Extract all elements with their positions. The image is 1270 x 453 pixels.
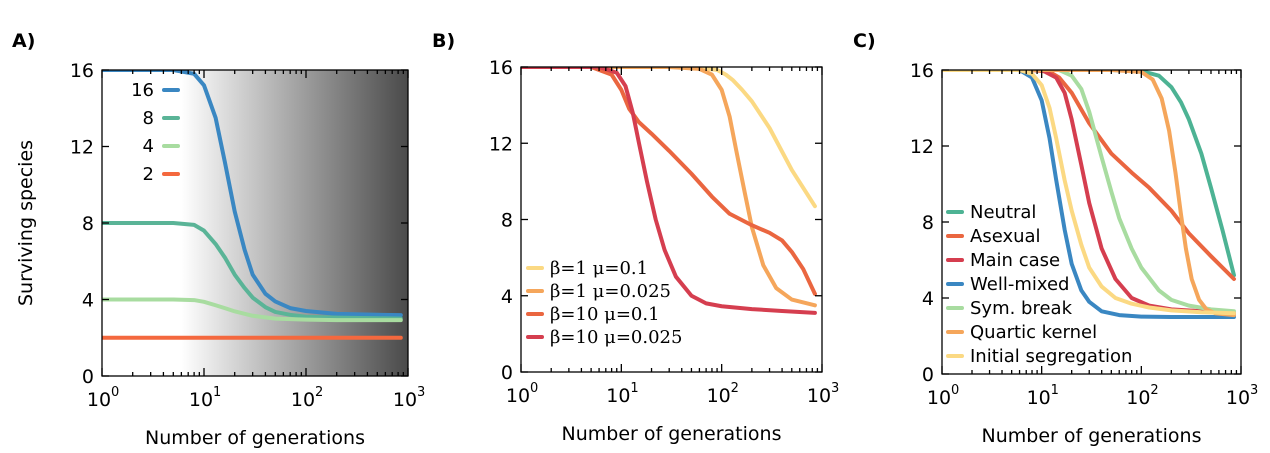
y-tick-label: 0 (922, 364, 934, 386)
x-tick-label: 10 (87, 389, 111, 411)
y-tick-label: 16 (70, 60, 94, 82)
background-gradient (181, 70, 408, 376)
legend-label: β=1 μ=0.1 (550, 258, 648, 279)
y-tick-label: 4 (501, 286, 513, 308)
y-tick-label: 4 (922, 288, 934, 310)
x-tick-label: 10 (707, 385, 731, 407)
x-tick-label: 10 (1027, 387, 1051, 409)
series-line-0 (102, 70, 403, 318)
x-axis-label: Number of generations (145, 427, 365, 449)
series-line-0 (521, 67, 817, 209)
y-tick-label: 8 (501, 210, 513, 232)
x-tick-exponent: 3 (831, 381, 839, 396)
series-line-6 (942, 70, 1236, 316)
x-tick-exponent: 0 (530, 381, 538, 396)
y-axis-label: Surviving species (15, 140, 37, 306)
series-line-2 (102, 297, 403, 323)
legend-label: Well-mixed (970, 274, 1069, 295)
panel-label: A) (12, 30, 35, 52)
panel-label: B) (432, 30, 455, 52)
y-tick-label: 12 (910, 136, 934, 158)
series-line-1 (942, 70, 1236, 281)
x-tick-exponent: 2 (315, 385, 323, 400)
legend-label: β=1 μ=0.025 (550, 281, 671, 302)
x-tick-label: 10 (1226, 387, 1250, 409)
legend: 16 8 4 2 (131, 80, 180, 185)
y-tick-label: 12 (489, 133, 513, 155)
x-axis-label: Number of generations (562, 423, 782, 445)
x-tick-label: 10 (606, 385, 630, 407)
legend: Neutral Asexual Main case Well-mixed Sym. br… (946, 202, 1132, 367)
x-tick-label: 10 (807, 385, 831, 407)
legend-label: 2 (143, 164, 154, 185)
y-tick-label: 8 (922, 212, 934, 234)
series-group (102, 70, 403, 340)
legend-label: Quartic kernel (970, 322, 1097, 343)
legend-label: β=10 μ=0.1 (550, 304, 660, 325)
y-tick-label: 4 (82, 290, 94, 312)
y-tick-label: 0 (501, 362, 513, 384)
legend-label: Sym. break (970, 298, 1073, 319)
x-tick-exponent: 3 (1250, 383, 1258, 398)
legend-label: 16 (131, 80, 154, 101)
legend-label: Neutral (970, 202, 1036, 223)
y-tick-label: 16 (489, 57, 513, 79)
x-tick-label: 10 (927, 387, 951, 409)
y-tick-label: 8 (82, 213, 94, 235)
legend-label: β=10 μ=0.025 (550, 327, 682, 348)
panel-label: C) (853, 30, 876, 52)
series-line-2 (521, 67, 817, 296)
series-line-3 (521, 67, 817, 315)
x-tick-exponent: 1 (630, 381, 638, 396)
x-axis-label: Number of generations (982, 425, 1202, 447)
legend-label: Asexual (970, 226, 1041, 247)
x-tick-exponent: 3 (417, 385, 425, 400)
legend-label: Main case (970, 250, 1060, 271)
legend-label: Initial segregation (970, 346, 1132, 367)
y-tick-label: 16 (910, 60, 934, 82)
x-tick-label: 10 (189, 389, 213, 411)
x-tick-label: 10 (1126, 387, 1150, 409)
x-tick-exponent: 1 (213, 385, 221, 400)
series-line-3 (942, 70, 1236, 319)
x-tick-label: 10 (393, 389, 417, 411)
x-tick-label: 10 (291, 389, 315, 411)
x-tick-exponent: 2 (1150, 383, 1158, 398)
y-tick-label: 12 (70, 137, 94, 159)
legend-label: 8 (143, 108, 154, 129)
series-line-4 (942, 70, 1236, 314)
x-tick-exponent: 0 (111, 385, 119, 400)
x-tick-exponent: 1 (1051, 383, 1059, 398)
series-line-5 (942, 70, 1236, 318)
legend-label: 4 (143, 136, 154, 157)
series-line-1 (102, 221, 403, 321)
x-tick-label: 10 (506, 385, 530, 407)
x-tick-exponent: 2 (731, 381, 739, 396)
x-tick-exponent: 0 (951, 383, 959, 398)
y-tick-label: 0 (82, 366, 94, 388)
